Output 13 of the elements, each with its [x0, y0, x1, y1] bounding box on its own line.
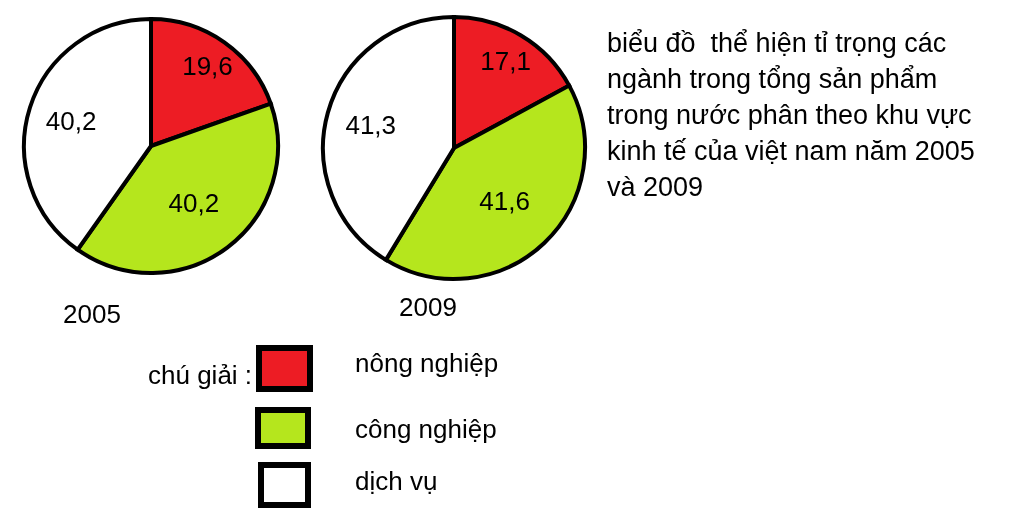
legend-label: công nghiệp: [355, 413, 497, 445]
data-label: 40,2: [168, 187, 220, 218]
data-label: 40,2: [45, 105, 97, 136]
data-label: 41,6: [479, 186, 530, 217]
data-label: 41,3: [345, 109, 397, 140]
legend-title: chú giải :: [148, 359, 253, 391]
legend-label: nông nghiệp: [355, 347, 499, 379]
text: 2005: [63, 298, 121, 330]
text: biểu đồ thể hiện tỉ trọng các ngành trong tổng sản phẩm trong nước phân theo khu vực kinh tế của việt nam năm 2005 và 2009: [607, 27, 976, 204]
data-label: 17,1: [480, 46, 531, 77]
legend-label: dịch vụ: [355, 465, 438, 497]
text: 2009: [399, 291, 457, 323]
data-label: 19,6: [182, 51, 233, 82]
